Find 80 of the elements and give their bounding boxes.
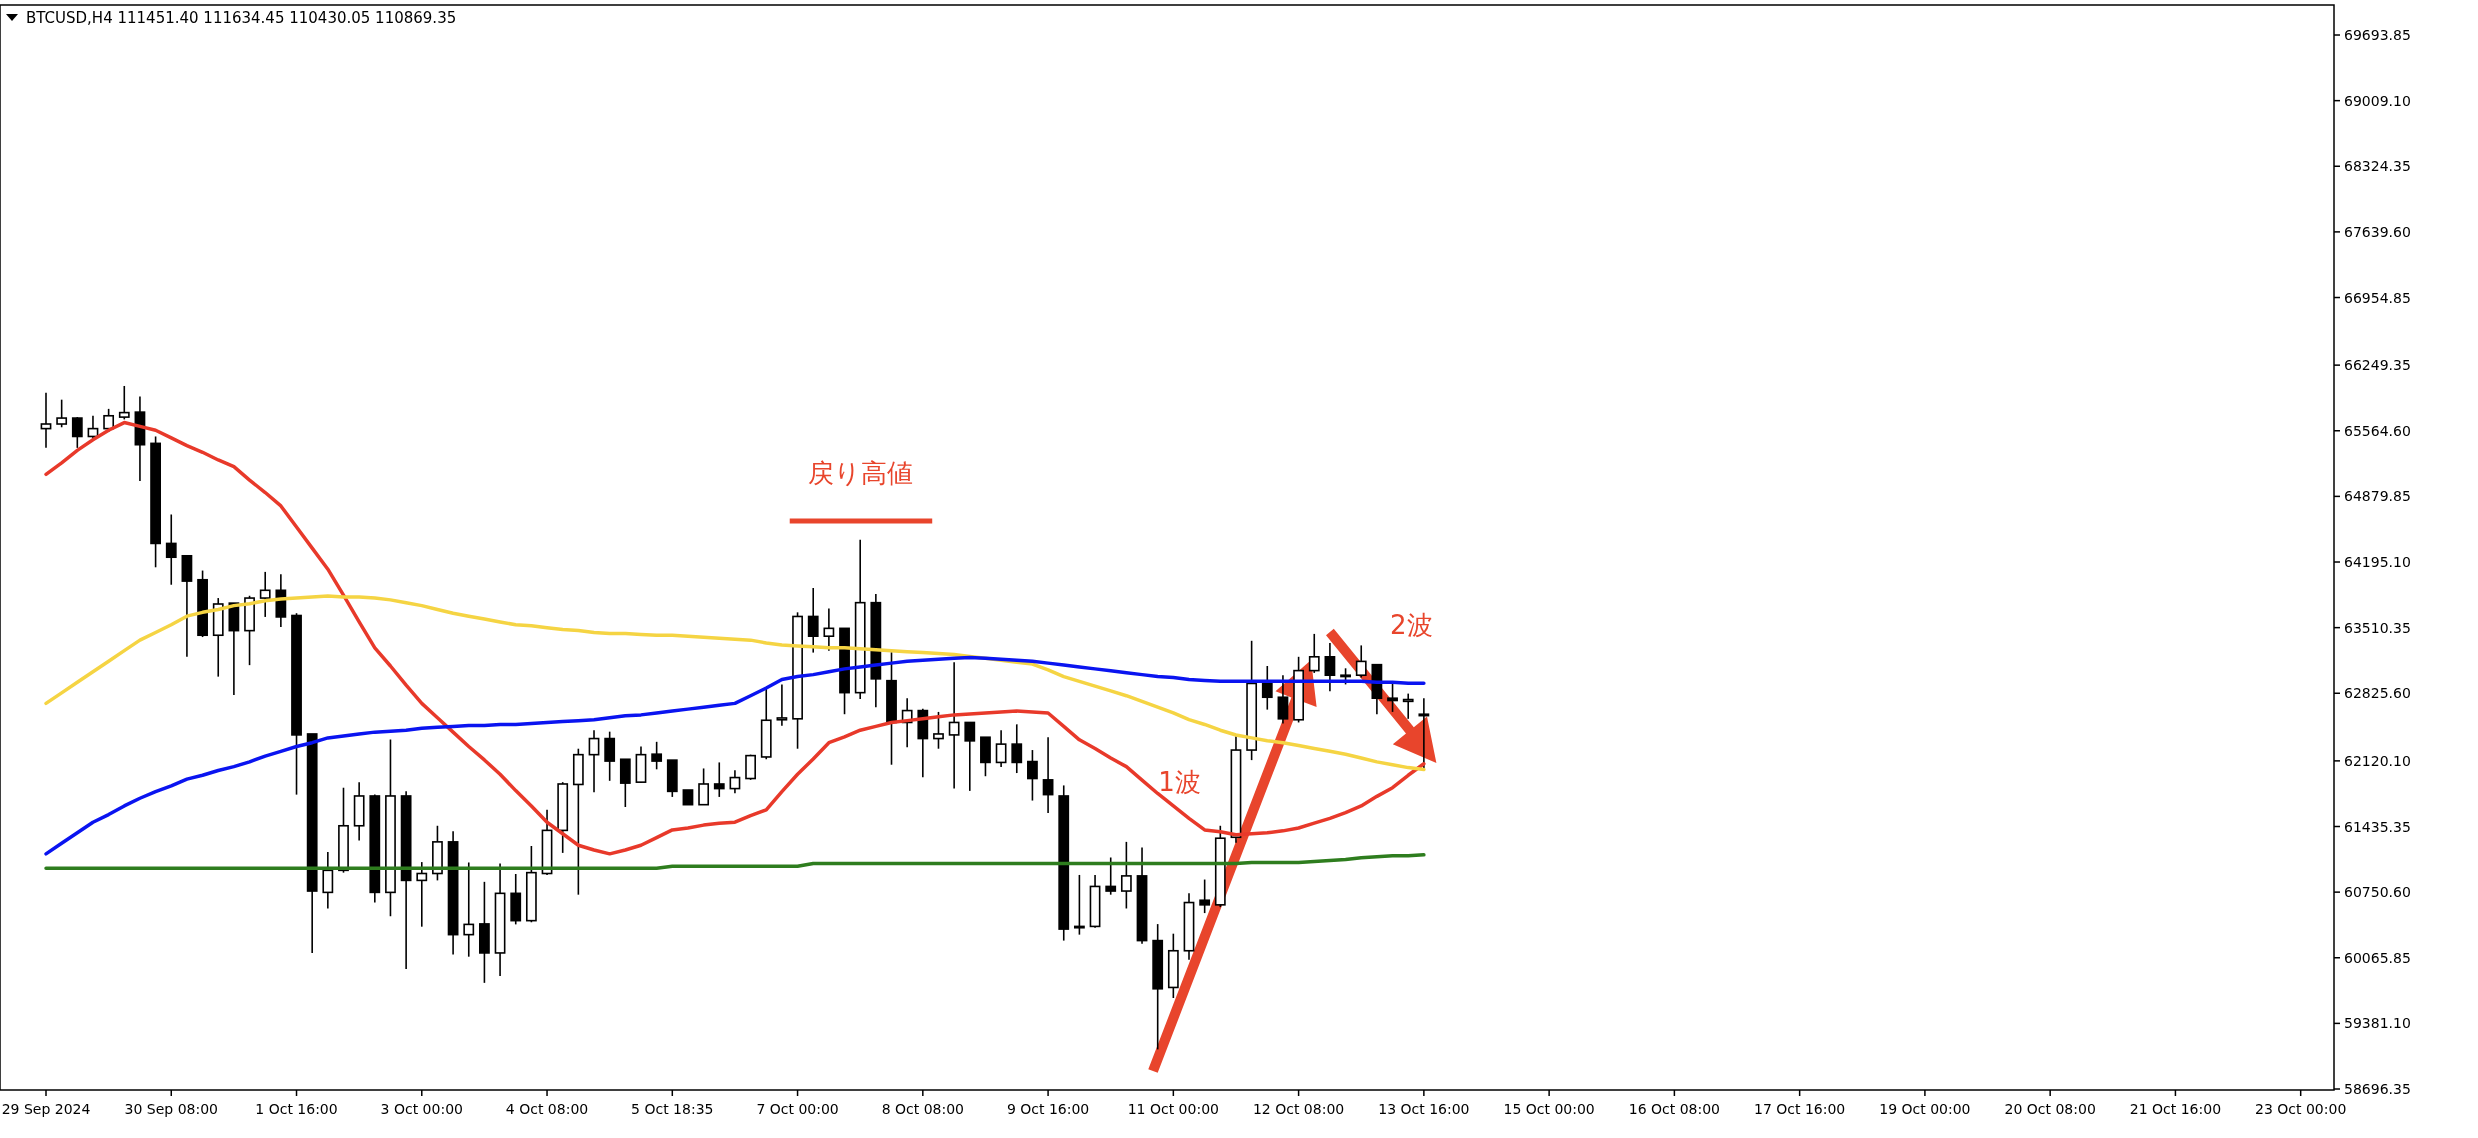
y-tick-label: 60750.60 [2344, 884, 2411, 901]
x-tick-label: 30 Sep 08:00 [124, 1101, 218, 1117]
candlestick [1042, 736, 1054, 814]
candlestick [40, 392, 52, 449]
candlestick [964, 721, 976, 792]
candlestick [1120, 841, 1132, 910]
candlestick [1074, 874, 1085, 936]
candlestick [651, 741, 663, 771]
y-tick-label: 68324.35 [2344, 158, 2411, 175]
x-tick-label: 19 Oct 00:00 [1879, 1101, 1971, 1117]
candlestick [604, 730, 616, 782]
candlestick [823, 607, 835, 652]
annotation: 戻り高値 [807, 458, 913, 488]
x-tick-label: 7 Oct 00:00 [756, 1101, 839, 1117]
candlestick [71, 416, 83, 449]
x-tick-label: 4 Oct 08:00 [505, 1101, 589, 1117]
y-tick-label: 61435.35 [2344, 818, 2411, 835]
chart-title: BTCUSD,H4 111451.40 111634.45 110430.05 110869.35 [26, 9, 457, 27]
candlestick [1261, 665, 1273, 711]
candlestick [933, 711, 944, 750]
x-tick-label: 11 Oct 00:00 [1127, 1101, 1219, 1117]
candlestick [1355, 644, 1367, 679]
x-tick-label: 1 Oct 16:00 [255, 1101, 338, 1117]
candlestick [588, 729, 600, 794]
candlestick [713, 761, 725, 798]
y-tick-label: 65564.60 [2344, 422, 2411, 439]
candlestick [807, 587, 819, 654]
candlestick [1027, 749, 1038, 802]
candlestick [948, 661, 960, 790]
candlestick [1105, 856, 1117, 896]
y-tick-label: 62120.10 [2344, 752, 2411, 769]
candlestick [745, 753, 756, 781]
y-tick-label: 63510.35 [2344, 619, 2411, 636]
candlestick [1011, 723, 1023, 774]
candlestick [416, 861, 428, 928]
x-tick-label: 12 Oct 08:00 [1252, 1101, 1345, 1117]
x-tick-label: 21 Oct 16:00 [2129, 1101, 2222, 1117]
candlestick [729, 769, 741, 794]
y-tick-label: 69009.10 [2344, 92, 2411, 109]
candlestick [698, 767, 710, 806]
candlestick [118, 385, 130, 421]
x-tick-label: 17 Oct 16:00 [1754, 1101, 1846, 1117]
y-tick-label: 59381.10 [2344, 1015, 2411, 1032]
y-tick-label: 67639.60 [2344, 223, 2411, 240]
candlestick [259, 571, 271, 618]
y-tick-label: 64879.85 [2344, 488, 2411, 505]
x-tick-label: 15 Oct 00:00 [1503, 1101, 1595, 1117]
x-tick-label: 8 Oct 08:00 [881, 1101, 964, 1117]
x-tick-label: 5 Oct 18:35 [631, 1101, 714, 1117]
x-tick-label: 20 Oct 08:00 [2004, 1101, 2096, 1117]
x-tick-label: 3 Oct 00:00 [380, 1101, 463, 1117]
candlestick [995, 729, 1007, 768]
x-tick-label: 29 Sep 2024 [1, 1101, 91, 1117]
x-tick-label: 9 Oct 16:00 [1006, 1101, 1090, 1117]
candlestick [463, 861, 475, 958]
annotation: 2波 [1390, 610, 1433, 640]
x-tick-label: 23 Oct 00:00 [2255, 1101, 2347, 1117]
y-tick-label: 69693.85 [2344, 27, 2411, 44]
candlestick [619, 758, 631, 808]
y-tick-label: 62825.60 [2344, 685, 2411, 702]
candlestick [56, 398, 68, 429]
candlestick [1387, 682, 1398, 713]
annotation: 1波 [1158, 767, 1201, 797]
y-tick-label: 66954.85 [2344, 289, 2411, 306]
y-tick-label: 60065.85 [2344, 949, 2411, 966]
x-tick-label: 13 Oct 16:00 [1378, 1101, 1470, 1117]
y-tick-label: 58696.35 [2344, 1081, 2411, 1098]
y-tick-label: 66249.35 [2344, 357, 2411, 374]
candlestick [1308, 633, 1320, 674]
line-series [44, 655, 1426, 856]
candlestick [1277, 674, 1289, 725]
candlestick [165, 513, 177, 586]
candlestick [776, 683, 788, 727]
x-tick-label: 16 Oct 08:00 [1628, 1101, 1721, 1117]
candlestick [322, 851, 334, 910]
candlestick [1324, 642, 1336, 693]
y-tick-label: 64195.10 [2344, 554, 2411, 571]
candlestick [1199, 878, 1211, 914]
candlestick [1402, 692, 1414, 720]
candlestick [1418, 697, 1430, 771]
